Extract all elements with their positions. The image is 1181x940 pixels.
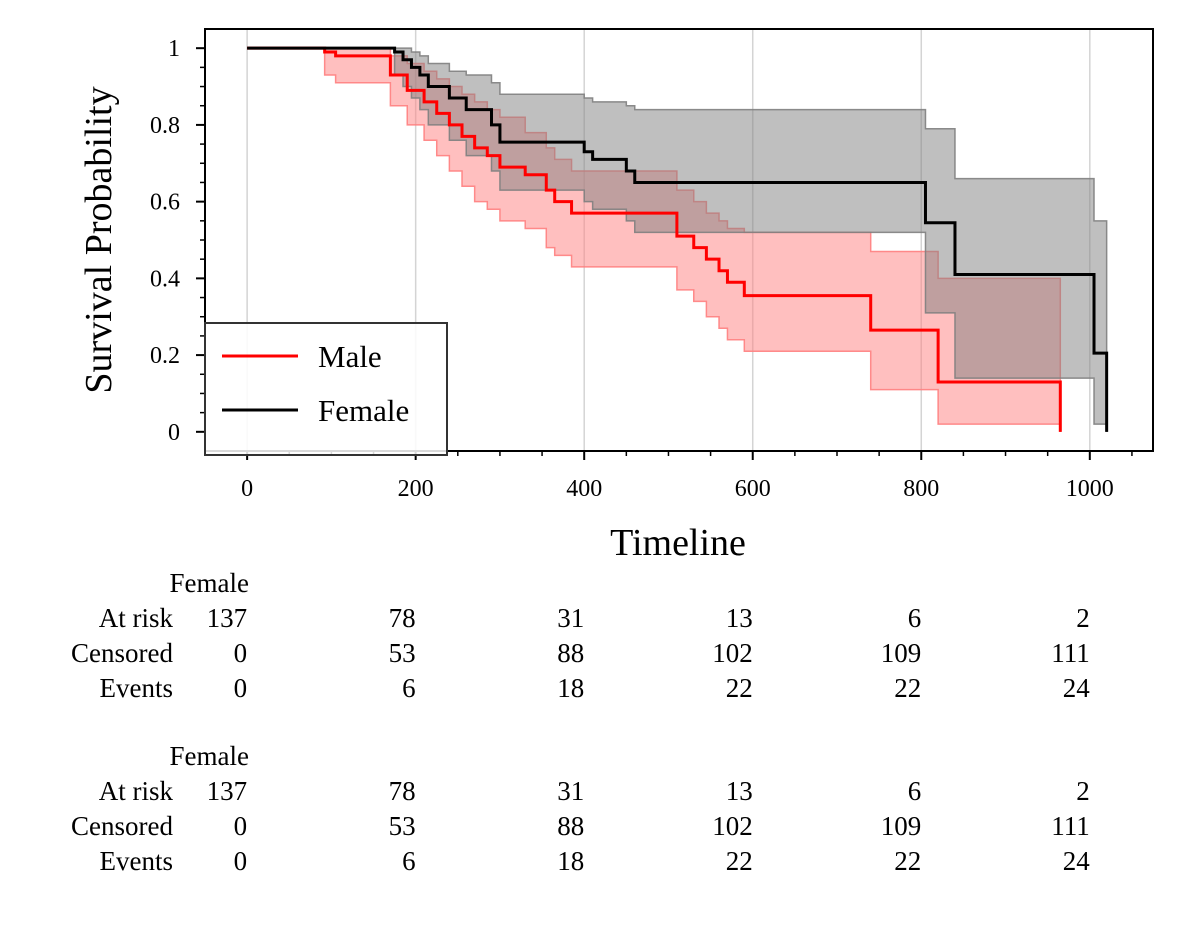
legend-label-male: Male [318,339,382,374]
risk-cell: 13 [726,603,753,633]
risk-cell: 78 [389,603,416,633]
x-tick-label: 1000 [1066,476,1114,502]
x-tick-label: 200 [398,476,434,502]
risk-cell: 0 [234,638,248,668]
risk-cell: 111 [1051,811,1090,841]
at-risk-tables: Female At risk 137 78 31 13 6 2 Censored 0 53 88 102… [71,568,1090,876]
risk-cell: 0 [234,811,248,841]
risk-cell: 13 [726,776,753,806]
legend-box [204,322,448,456]
risk-row-label: Censored [71,811,173,841]
x-tick-label: 600 [735,476,771,502]
y-tick-label: 0.6 [150,190,180,216]
risk-cell: 22 [726,673,753,703]
risk-cell: 6 [402,846,416,876]
risk-cell: 0 [234,673,248,703]
risk-cell: 137 [207,776,248,806]
risk-row-label: Events [100,673,174,703]
risk-cell: 88 [557,811,584,841]
risk-cell: 22 [894,673,921,703]
risk-table-title: Female [170,741,249,771]
survival-line-female [247,46,1109,432]
risk-cell: 111 [1051,638,1090,668]
risk-cell: 18 [557,673,584,703]
risk-cell: 88 [557,638,584,668]
survival-line-male [247,46,1062,432]
risk-row-label: At risk [99,603,174,633]
risk-cell: 109 [881,638,922,668]
x-tick-label: 400 [566,476,602,502]
risk-cell: 137 [207,603,248,633]
legend-label-female: Female [318,393,409,428]
legend: Male Female [204,322,448,456]
y-tick-label: 1 [168,36,180,62]
risk-cell: 24 [1063,846,1091,876]
risk-cell: 0 [234,846,248,876]
risk-cell: 31 [557,776,584,806]
risk-cell: 102 [712,811,753,841]
y-tick-label: 0.2 [150,343,180,369]
y-tick-label: 0.4 [150,266,180,292]
risk-cell: 6 [402,673,416,703]
risk-cell: 2 [1076,776,1090,806]
y-axis-title: Survival Probability [78,86,120,393]
risk-cell: 78 [389,776,416,806]
risk-row-label: Events [100,846,174,876]
survival-curves [247,46,1109,432]
risk-cell: 102 [712,638,753,668]
risk-cell: 24 [1063,673,1091,703]
risk-cell: 6 [908,776,922,806]
risk-cell: 53 [389,811,416,841]
risk-cell: 22 [726,846,753,876]
y-tick-label: 0 [168,420,180,446]
risk-row-label: Censored [71,638,173,668]
risk-cell: 22 [894,846,921,876]
axis-ticks: 0 200 400 600 800 1000 0 0.2 0.4 0.6 0.8 1 [150,36,1133,502]
risk-row-label: At risk [99,776,174,806]
y-tick-label: 0.8 [150,113,180,139]
risk-cell: 53 [389,638,416,668]
risk-cell: 6 [908,603,922,633]
risk-cell: 109 [881,811,922,841]
risk-cell: 18 [557,846,584,876]
x-tick-label: 800 [903,476,939,502]
x-tick-label: 0 [241,476,253,502]
risk-cell: 31 [557,603,584,633]
risk-cell: 2 [1076,603,1090,633]
x-axis-title: Timeline [610,522,746,564]
risk-table-title: Female [170,568,249,598]
